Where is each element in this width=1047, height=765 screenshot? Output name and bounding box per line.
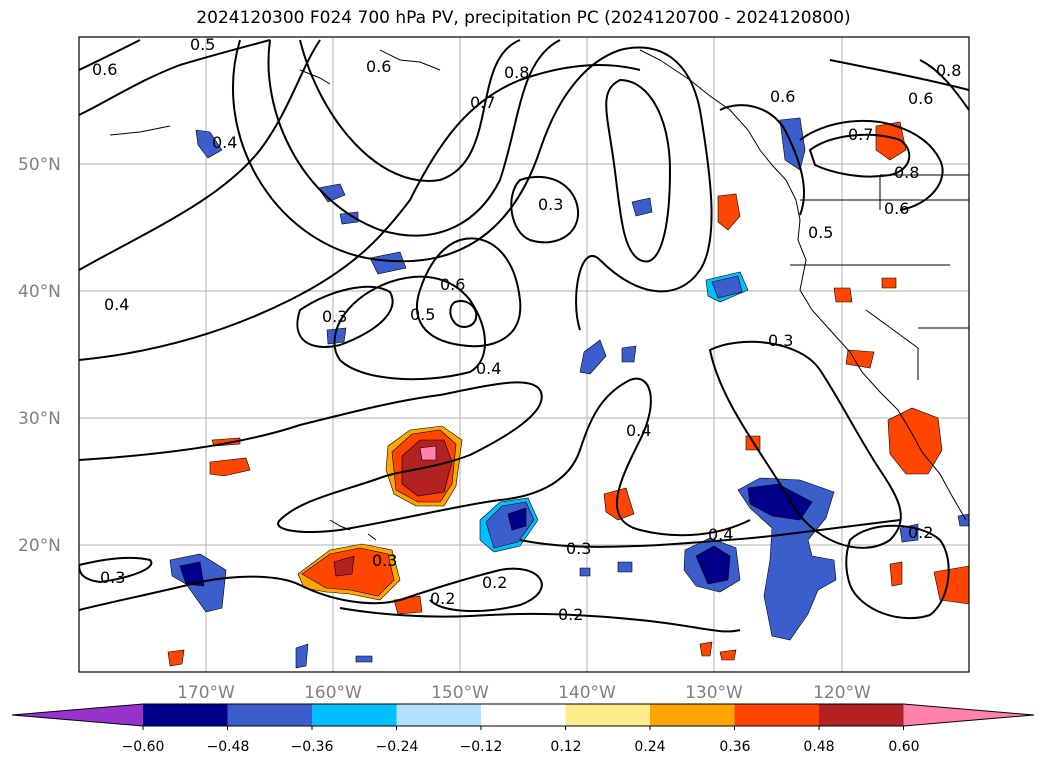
pv-contours [79,39,969,633]
contour-label: 0.6 [770,87,795,106]
contour-label: 0.5 [410,305,435,324]
colorbar-tick-label: −0.48 [207,739,250,755]
lon-tick-label: 120°W [813,683,871,703]
contour-label: 0.3 [372,551,397,570]
colorbar-segment [734,704,820,726]
contour-label: 0.4 [212,133,237,152]
chart-title: 2024120300 F024 700 hPa PV, precipitatio… [196,8,851,28]
colorbar-segment [650,704,735,726]
colorbar-segment [819,704,904,726]
contour-label: 0.3 [322,307,347,326]
colorbar [11,703,1035,730]
contour-label: 0.4 [104,295,129,314]
lon-tick-label: 170°W [177,683,235,703]
colorbar-tick-label: −0.36 [291,739,334,755]
colorbar-segment [227,704,313,726]
lat-tick-label: 40°N [18,282,61,302]
colorbar-tick-label: −0.24 [376,739,419,755]
colorbar-tick-labels: −0.60 −0.48 −0.36 −0.24 −0.12 0.12 0.24 … [122,739,920,755]
contour-label: 0.4 [626,421,651,440]
colorbar-tick-label: −0.12 [460,739,503,755]
contour-label: 0.7 [848,125,873,144]
lon-tick-label: 140°W [558,683,616,703]
colorbar-tick-label: 0.24 [634,739,665,755]
map-frame [78,36,970,673]
colorbar-segment [565,704,651,726]
contour-label: 0.7 [470,93,495,112]
contour-label: 0.6 [908,89,933,108]
lon-tick-label: 160°W [304,683,362,703]
contour-label: 0.3 [100,568,125,587]
colorbar-segment [396,704,482,726]
contour-label: 0.6 [884,199,909,218]
colorbar-tick-label: 0.48 [803,739,834,755]
contour-label: 0.3 [566,539,591,558]
contour-label: 0.5 [190,35,215,54]
coastlines [109,49,969,541]
contour-label: 0.8 [936,61,961,80]
contour-label: 0.2 [482,573,507,592]
colorbar-tick-label: −0.60 [122,739,165,755]
lat-tick-label: 30°N [18,409,61,429]
colorbar-extend-min [12,704,143,726]
contour-label: 0.3 [768,331,793,350]
colorbar-extend-max [903,704,1034,726]
contour-label: 0.8 [894,163,919,182]
lat-tick-label: 50°N [18,155,61,175]
colorbar-segment [312,704,397,726]
lon-tick-label: 150°W [431,683,489,703]
precip-positive-areas [167,121,969,667]
lat-tick-label: 20°N [18,536,61,556]
contour-label: 0.6 [92,60,117,79]
contour-label: 0.2 [430,589,455,608]
contour-label: 0.6 [440,275,465,294]
colorbar-tick-label: 0.36 [719,739,750,755]
colorbar-tick-label: 0.60 [888,739,919,755]
contour-label: 0.2 [558,605,583,624]
longitude-ticks: 170°W 160°W 150°W 140°W 130°W 120°W [177,683,871,703]
colorbar-segment [481,704,566,726]
contour-label: 0.8 [504,63,529,82]
contour-label: 0.5 [808,223,833,242]
colorbar-tick-label: 0.12 [550,739,581,755]
contour-label: 0.3 [538,195,563,214]
contour-label: 0.4 [476,359,501,378]
contour-label: 0.2 [908,523,933,542]
lon-tick-label: 130°W [685,683,743,703]
colorbar-segment [143,704,228,726]
latitude-ticks: 50°N 40°N 30°N 20°N [18,155,61,556]
contour-label: 0.6 [366,57,391,76]
contour-label: 0.4 [708,525,733,544]
contour-label-group: 0.6 0.5 0.4 0.7 0.8 0.6 0.7 0.8 0.6 0.6 … [92,35,961,624]
